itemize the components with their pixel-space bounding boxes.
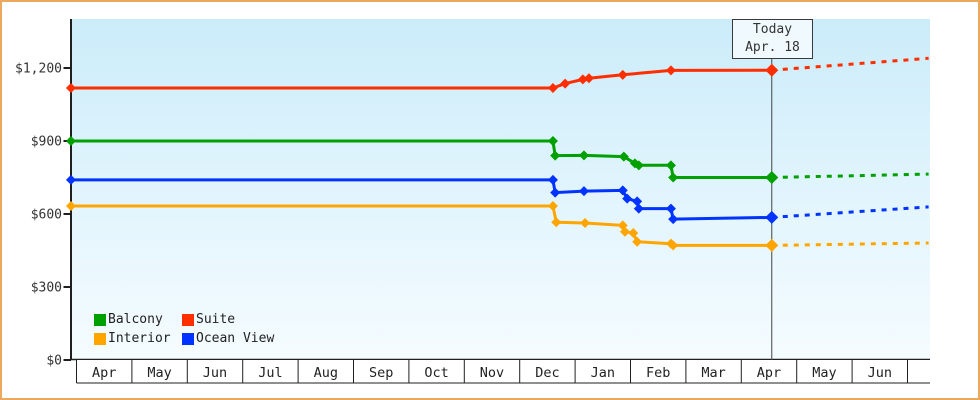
- interior-swatch-icon: [94, 333, 106, 345]
- series-marker-suite: [560, 78, 571, 89]
- series-marker-balcony: [618, 151, 629, 162]
- series-marker-suite: [665, 65, 676, 76]
- month-label: Feb: [646, 365, 670, 381]
- series-marker-balcony: [65, 136, 76, 146]
- series-marker-interior: [547, 200, 558, 211]
- projection-line-suite: [771, 56, 929, 72]
- series-marker-balcony: [633, 160, 644, 171]
- month-label: Sep: [369, 365, 393, 381]
- series-marker-interior: [65, 200, 76, 211]
- series-marker-ocean-view: [668, 214, 679, 225]
- month-label: May: [812, 365, 836, 381]
- ocean-view-swatch-icon: [182, 333, 194, 345]
- series-marker-ocean-view: [632, 196, 643, 207]
- series-marker-ocean-view: [622, 193, 633, 204]
- series-line-suite: [71, 68, 772, 90]
- legend-label: Balcony: [108, 312, 163, 327]
- series-marker-balcony: [547, 136, 558, 146]
- series-marker-suite: [547, 82, 558, 93]
- y-tick-label: $0: [46, 354, 62, 369]
- month-label: Jun: [203, 365, 227, 381]
- series-line-interior: [71, 204, 772, 247]
- month-label: Apr: [757, 365, 781, 381]
- series-marker-interior: [632, 236, 643, 247]
- series-marker-balcony: [668, 172, 679, 183]
- today-annotation-box: Today Apr. 18: [732, 19, 813, 59]
- projection-line-balcony: [771, 172, 929, 179]
- series-marker-ocean-view: [617, 185, 628, 196]
- series-line-balcony: [71, 139, 772, 179]
- series-marker-interior: [551, 217, 562, 228]
- chart-legend: Balcony Suite Interior Ocean View: [94, 312, 275, 346]
- suite-swatch-icon: [182, 314, 194, 326]
- y-tick-label: $1,200: [15, 62, 62, 77]
- today-label: Today: [752, 22, 793, 37]
- legend-label: Ocean View: [196, 331, 275, 346]
- month-band: [76, 360, 930, 383]
- series-marker-balcony: [578, 150, 589, 161]
- legend-label: Interior: [108, 331, 171, 346]
- legend-label: Suite: [196, 312, 236, 327]
- series-marker-ocean-view: [765, 210, 779, 224]
- series-marker-interior: [668, 240, 679, 251]
- series-marker-interior: [765, 238, 779, 252]
- series-marker-suite: [617, 69, 628, 80]
- month-label: Jan: [591, 365, 615, 381]
- plot-area: [72, 19, 930, 360]
- y-tick-label: $600: [31, 208, 62, 223]
- month-label: Mar: [701, 365, 725, 381]
- y-tick-label: $900: [31, 135, 62, 150]
- series-marker-interior: [628, 227, 639, 238]
- series-marker-ocean-view: [550, 187, 561, 198]
- month-label: Oct: [424, 365, 448, 381]
- month-label: Dec: [535, 365, 559, 381]
- series-marker-ocean-view: [665, 203, 676, 214]
- series-marker-interior: [580, 218, 591, 229]
- series-marker-balcony: [765, 171, 779, 184]
- legend-item-balcony[interactable]: Balcony: [94, 312, 182, 327]
- legend-item-ocean-view[interactable]: Ocean View: [182, 331, 275, 346]
- balcony-swatch-icon: [94, 314, 106, 326]
- series-marker-suite: [583, 73, 594, 84]
- legend-item-interior[interactable]: Interior: [94, 331, 182, 346]
- series-marker-ocean-view: [547, 174, 558, 185]
- month-label: May: [147, 365, 171, 381]
- projection-line-ocean-view: [771, 205, 929, 219]
- series-marker-ocean-view: [578, 186, 589, 197]
- projection-line-interior: [771, 241, 929, 247]
- today-date: Apr. 18: [745, 40, 800, 55]
- series-marker-ocean-view: [65, 174, 76, 185]
- series-marker-balcony: [550, 150, 561, 161]
- month-label: Apr: [92, 365, 116, 381]
- series-marker-interior: [619, 226, 630, 237]
- series-marker-suite: [765, 63, 779, 77]
- month-label: Jun: [868, 365, 892, 381]
- month-label: Nov: [480, 365, 504, 381]
- series-marker-balcony: [665, 160, 676, 171]
- series-marker-ocean-view: [633, 203, 644, 214]
- y-tick-label: $300: [31, 281, 62, 296]
- legend-item-suite[interactable]: Suite: [182, 312, 274, 327]
- series-marker-suite: [65, 82, 76, 93]
- month-label: Aug: [314, 365, 338, 381]
- series-line-ocean-view: [71, 178, 772, 221]
- month-label: Jul: [258, 365, 282, 381]
